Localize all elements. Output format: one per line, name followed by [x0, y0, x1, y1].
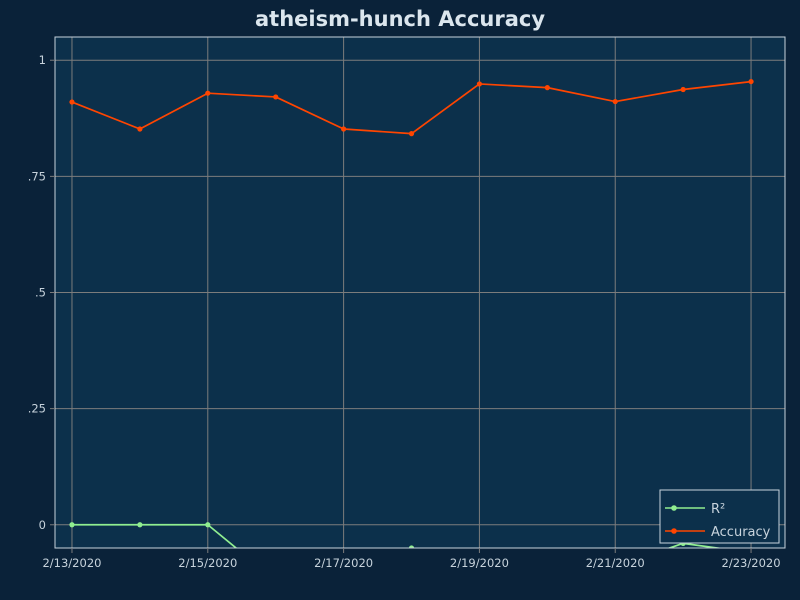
x-tick-label: 2/15/2020: [178, 556, 237, 570]
legend-item-accuracy[interactable]: Accuracy: [665, 525, 771, 540]
y-tick-label: 1: [39, 53, 46, 67]
x-tick-label: 2/19/2020: [450, 556, 509, 570]
y-axis: 0 .25 .5 .75 1: [28, 53, 55, 532]
y-tick-label: .25: [28, 402, 46, 416]
data-point-accuracy[interactable]: [341, 126, 347, 132]
data-point-accuracy[interactable]: [408, 131, 415, 137]
data-point-accuracy[interactable]: [137, 126, 143, 132]
data-point-accuracy[interactable]: [205, 90, 211, 96]
y-tick-label: .5: [35, 286, 46, 300]
data-point-r2[interactable]: [137, 522, 143, 528]
data-point-accuracy[interactable]: [612, 98, 618, 105]
data-point-accuracy[interactable]: [680, 86, 686, 93]
x-tick-label: 2/13/2020: [42, 556, 101, 570]
legend-swatch-marker: [671, 505, 677, 511]
x-tick-label: 2/17/2020: [314, 556, 373, 570]
data-point-accuracy[interactable]: [69, 99, 75, 105]
data-point-r2[interactable]: [205, 522, 211, 528]
legend-label-r2: R²: [711, 502, 725, 517]
data-point-r2[interactable]: [69, 522, 75, 528]
legend-label-accuracy: Accuracy: [711, 525, 771, 540]
series-accuracy: [69, 78, 754, 137]
data-point-r2[interactable]: [408, 545, 415, 550]
data-point-accuracy[interactable]: [273, 94, 279, 100]
x-tick-label: 2/23/2020: [722, 556, 781, 570]
legend-box: [659, 489, 780, 544]
data-point-accuracy[interactable]: [544, 85, 550, 91]
x-tick-label: 2/21/2020: [586, 556, 645, 570]
y-tick-label: 0: [39, 518, 46, 532]
legend-swatch-marker: [671, 528, 677, 534]
data-point-accuracy[interactable]: [476, 81, 483, 87]
chart-title: atheism-hunch Accuracy: [255, 7, 545, 31]
data-point-accuracy[interactable]: [748, 78, 754, 85]
y-tick-label: .75: [28, 169, 46, 183]
series-line-r2: [71, 523, 724, 548]
legend-item-r2[interactable]: R²: [665, 502, 725, 517]
legend: R² Accuracy: [659, 489, 780, 544]
x-axis: 2/13/2020 2/15/2020 2/17/2020 2/19/2020 2/21…: [42, 548, 781, 570]
